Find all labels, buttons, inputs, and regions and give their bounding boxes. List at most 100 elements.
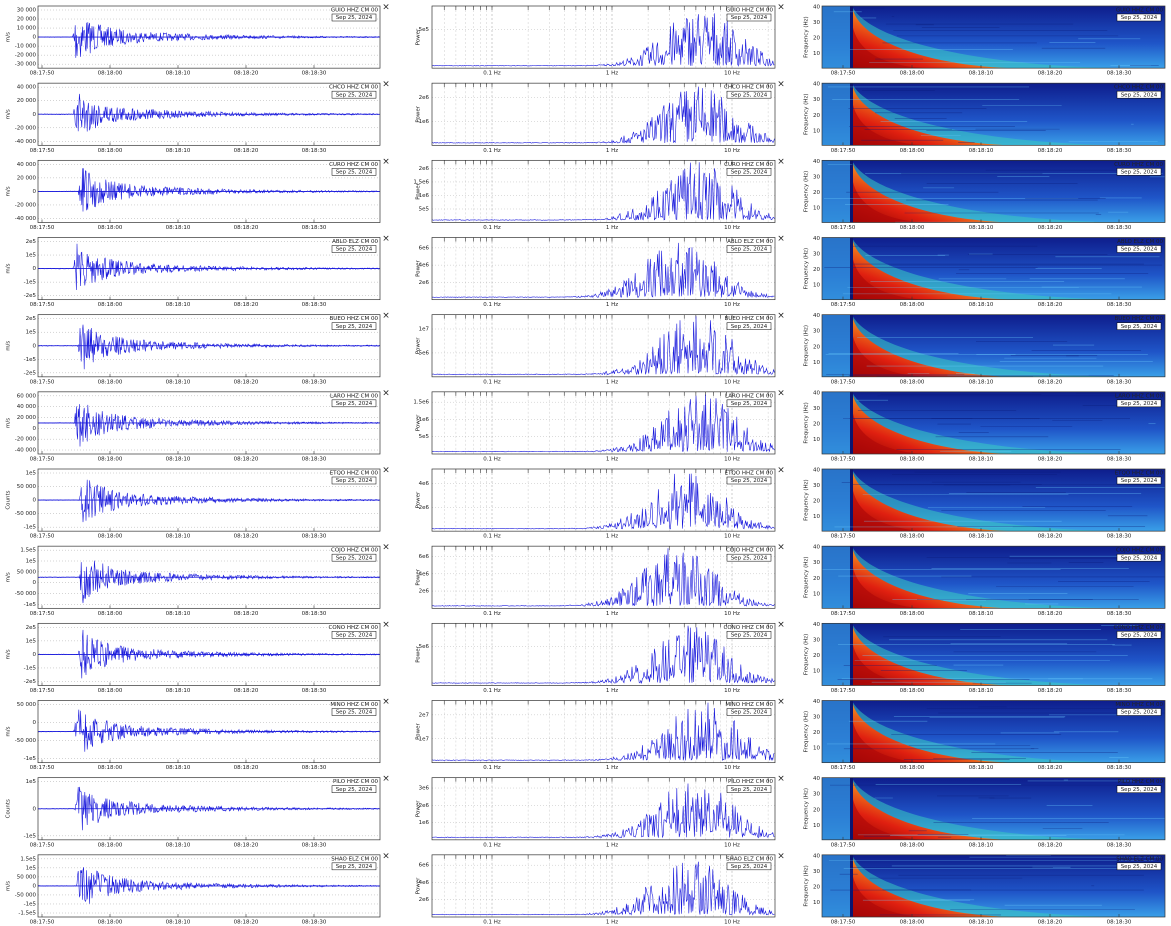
- close-button[interactable]: ×: [777, 774, 785, 784]
- y-tick-label: 0: [33, 580, 37, 586]
- energy-outer: [853, 779, 1114, 840]
- close-button[interactable]: ×: [382, 543, 390, 553]
- close-button[interactable]: ×: [382, 620, 390, 630]
- close-button[interactable]: ×: [777, 234, 785, 244]
- plot-frame: [37, 237, 381, 301]
- y-tick-label: 30: [813, 20, 820, 26]
- station-label: MINO HHZ CM 00: [1115, 702, 1163, 708]
- x-tick-label: 10 Hz: [724, 765, 740, 771]
- x-tick-label: 08:18:20: [1038, 457, 1063, 463]
- x-tick-label: 08:18:00: [98, 148, 123, 154]
- y-tick-label: 1e5: [26, 559, 37, 565]
- y-tick-label: 20 000: [17, 17, 37, 23]
- close-button[interactable]: ×: [777, 697, 785, 707]
- x-tick-label: 08:18:00: [900, 920, 925, 926]
- y-tick-label: 40: [813, 236, 820, 242]
- y-tick-label: 30: [813, 329, 820, 335]
- close-button[interactable]: ×: [777, 620, 785, 630]
- x-tick-label: 08:18:10: [969, 457, 994, 463]
- y-tick-label: 20: [813, 730, 820, 736]
- date-box: [726, 168, 772, 176]
- date-label: Sep 25, 2024: [336, 15, 373, 21]
- x-tick-label: 08:17:50: [30, 71, 55, 77]
- y-tick-label: 10: [813, 668, 820, 674]
- close-button[interactable]: ×: [777, 311, 785, 321]
- x-tick-label: 08:18:10: [166, 842, 191, 848]
- x-tick-label: 08:18:10: [969, 302, 994, 308]
- close-button[interactable]: ×: [382, 697, 390, 707]
- y-tick-label: 20: [813, 267, 820, 273]
- y-tick-label: -1e5: [24, 833, 37, 839]
- close-button[interactable]: ×: [382, 851, 390, 861]
- close-button[interactable]: ×: [382, 234, 390, 244]
- y-axis-label: Frequency (Hz): [804, 634, 810, 675]
- close-button[interactable]: ×: [382, 80, 390, 90]
- close-button[interactable]: ×: [382, 3, 390, 13]
- date-box: [1116, 399, 1162, 408]
- spectrum: [431, 13, 775, 67]
- close-button[interactable]: ×: [777, 466, 785, 476]
- date-box: [726, 862, 772, 871]
- close-button[interactable]: ×: [382, 388, 390, 398]
- date-label: Sep 25, 2024: [731, 324, 768, 330]
- station-label: CONO HHZ CM 00: [1114, 625, 1164, 631]
- y-tick-label: 2e6: [419, 280, 430, 286]
- date-label: Sep 25, 2024: [731, 247, 768, 253]
- close-button[interactable]: ×: [382, 466, 390, 476]
- x-tick-label: 0.1 Hz: [483, 71, 501, 77]
- x-tick-label: 08:18:00: [98, 688, 123, 694]
- y-axis-label: Power: [416, 260, 422, 277]
- x-tick-label: 08:17:50: [831, 534, 856, 540]
- x-tick-label: 08:18:20: [234, 611, 259, 617]
- date-label: Sep 25, 2024: [1121, 555, 1158, 561]
- y-tick-label: 20: [813, 884, 820, 890]
- waveform: [37, 709, 380, 752]
- plot-bg: [432, 160, 775, 223]
- y-tick-label: -20 000: [15, 202, 37, 208]
- x-tick-label: 08:18:10: [969, 534, 994, 540]
- x-tick-label: 08:18:20: [234, 534, 259, 540]
- date-box: [726, 13, 772, 22]
- close-button[interactable]: ×: [382, 157, 390, 167]
- x-tick-label: 0.1 Hz: [483, 225, 501, 231]
- y-tick-label: -20 000: [15, 53, 37, 59]
- y-tick-label: 50 000: [17, 569, 37, 575]
- y-tick-label: 40: [813, 699, 820, 705]
- y-tick-label: 10: [813, 205, 820, 211]
- close-button[interactable]: ×: [777, 157, 785, 167]
- close-button[interactable]: ×: [777, 3, 785, 13]
- x-tick-label: 08:18:30: [302, 842, 327, 848]
- y-tick-label: 20: [813, 36, 820, 42]
- y-axis-label: Frequency (Hz): [804, 788, 810, 829]
- y-axis-label: Power: [416, 182, 422, 199]
- close-button[interactable]: ×: [777, 388, 785, 398]
- x-tick-label: 08:18:20: [234, 148, 259, 154]
- date-label: Sep 25, 2024: [1121, 92, 1158, 98]
- x-tick-label: 08:18:20: [234, 225, 259, 231]
- x-tick-label: 1 Hz: [606, 302, 618, 308]
- station-label: BUEO HHZ CM 00: [725, 316, 774, 322]
- close-button[interactable]: ×: [777, 543, 785, 553]
- energy-outer: [853, 239, 1114, 300]
- x-tick-label: 08:18:30: [302, 920, 327, 926]
- onset-stripe: [850, 854, 853, 917]
- y-tick-label: -10 000: [15, 44, 37, 50]
- y-tick-label: 30: [813, 792, 820, 798]
- close-button[interactable]: ×: [382, 311, 390, 321]
- y-tick-label: -1e5: [24, 280, 37, 286]
- y-tick-label: 6e6: [419, 863, 430, 869]
- y-tick-label: 10: [813, 437, 820, 443]
- energy-core: [853, 473, 1011, 532]
- y-axis-label: Frequency (Hz): [804, 325, 810, 366]
- date-label: Sep 25, 2024: [731, 787, 768, 793]
- y-tick-label: 4e6: [419, 263, 430, 269]
- y-tick-label: -1e5: [24, 665, 37, 671]
- y-tick-label: 10: [813, 128, 820, 134]
- close-button[interactable]: ×: [777, 80, 785, 90]
- close-button[interactable]: ×: [382, 774, 390, 784]
- plot-frame: [431, 391, 776, 455]
- y-tick-label: 0: [33, 343, 37, 349]
- close-button[interactable]: ×: [777, 851, 785, 861]
- x-tick-label: 08:17:50: [831, 842, 856, 848]
- x-tick-label: 08:18:00: [98, 611, 123, 617]
